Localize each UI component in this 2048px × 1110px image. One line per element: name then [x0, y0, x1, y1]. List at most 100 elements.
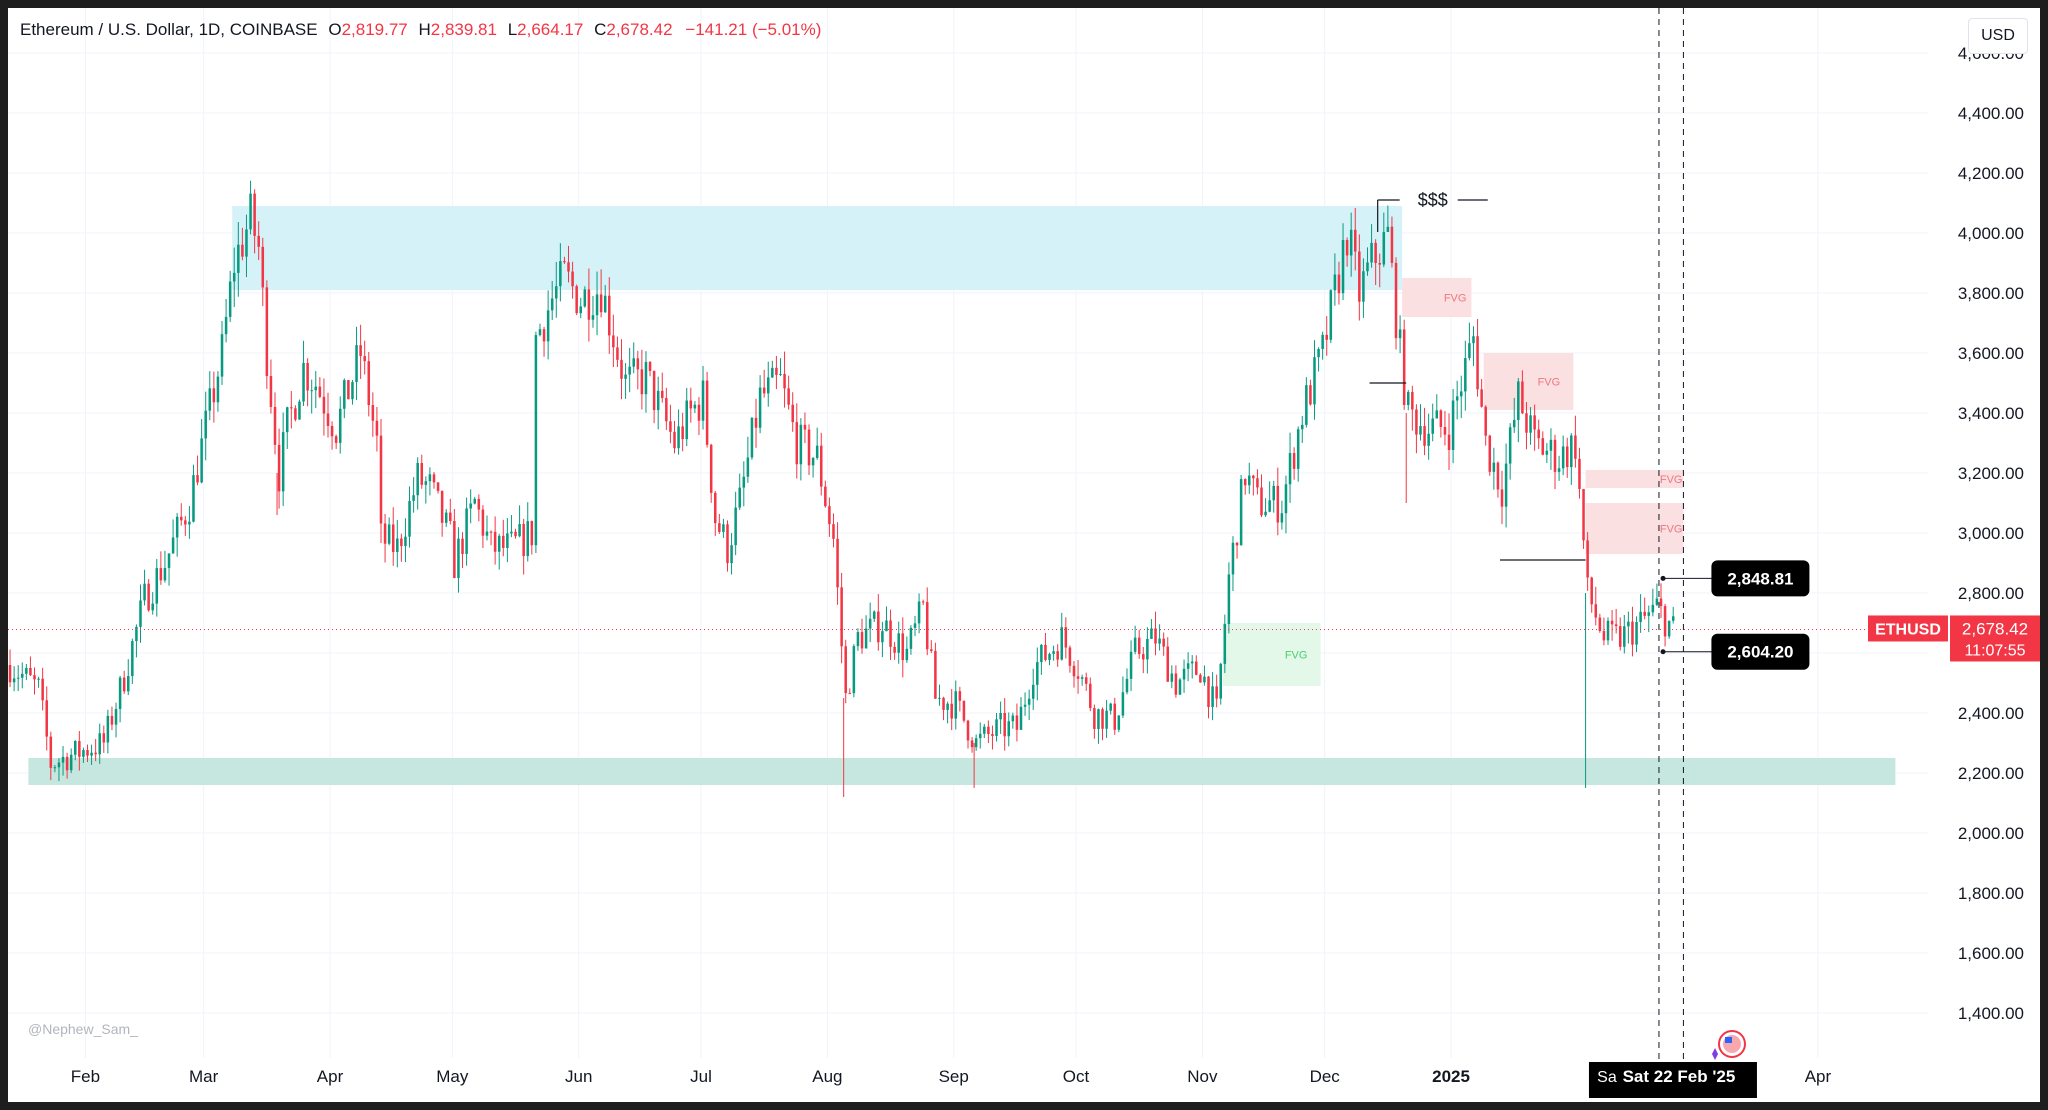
candle-body: [563, 261, 566, 263]
last-price-value: 2,678.42: [1962, 619, 2028, 638]
candle-body: [1504, 463, 1508, 507]
candle-body: [298, 401, 301, 420]
flag-emblem-icon[interactable]: [1708, 1028, 1748, 1069]
candle-body: [1659, 598, 1663, 607]
candle-body: [905, 648, 909, 661]
range-dot: [1660, 649, 1666, 655]
price-tick-label: 3,000.00: [1958, 524, 2024, 543]
candle-body: [33, 675, 36, 680]
candle-body: [396, 538, 399, 553]
candle-body: [803, 424, 807, 430]
candle-body: [779, 373, 782, 375]
candle-body: [179, 516, 183, 521]
candle-body: [1223, 623, 1227, 664]
candle-body: [314, 386, 318, 391]
candle-body: [754, 417, 758, 428]
candle-body: [347, 380, 350, 400]
candle-body: [734, 507, 737, 546]
change-value: −141.21 (−5.01%): [685, 20, 822, 39]
candle-body: [135, 626, 138, 642]
candle-body: [799, 424, 803, 465]
candle-body: [1064, 627, 1068, 648]
candle-body: [628, 366, 631, 375]
candle-body: [131, 641, 134, 677]
candle-body: [159, 568, 163, 581]
author-watermark: @Nephew_Sam_: [28, 1021, 138, 1037]
candle-body: [1492, 462, 1496, 472]
candle-body: [1288, 453, 1292, 485]
currency-button[interactable]: USD: [1968, 18, 2028, 54]
candle-body: [143, 583, 146, 601]
candle-body: [746, 457, 750, 477]
high-label: H: [418, 20, 431, 39]
candle-body: [481, 509, 485, 536]
candle-body: [1561, 446, 1565, 469]
candle-body: [616, 347, 619, 360]
candle-body: [1117, 715, 1121, 730]
candle-body: [1190, 661, 1194, 664]
candle-body: [1472, 336, 1475, 344]
candle-body: [652, 370, 656, 411]
candle-body: [326, 413, 330, 427]
candle-body: [889, 620, 892, 647]
range-label: 2,604.20: [1711, 633, 1810, 670]
candle-body: [1239, 479, 1243, 546]
candle-body: [514, 531, 517, 537]
candle-body: [1203, 676, 1206, 683]
candle-body: [766, 377, 770, 394]
candle-body: [1671, 616, 1675, 621]
candle-body: [359, 345, 362, 357]
candle-body: [1142, 654, 1145, 660]
candle-body: [950, 703, 953, 719]
candle-body: [1276, 485, 1280, 523]
symbol-tag: ETHUSD: [1875, 621, 1941, 638]
candle-body: [872, 611, 876, 619]
candle-body: [1512, 419, 1516, 428]
candle-body: [8, 665, 12, 683]
candle-body: [893, 646, 896, 653]
candle-body: [966, 720, 970, 741]
candle-body: [983, 726, 986, 734]
candle-body: [1125, 678, 1129, 693]
candle-body: [1231, 542, 1235, 575]
candle-body: [1207, 676, 1210, 707]
candle-body: [1635, 622, 1638, 645]
candle-body: [61, 756, 65, 763]
candle-body: [489, 531, 493, 533]
candle-body: [1097, 709, 1100, 729]
candle-body: [493, 531, 497, 552]
candle-body: [836, 538, 839, 588]
candle-body: [171, 537, 175, 554]
candle-body: [1186, 663, 1190, 669]
candle-body: [1427, 433, 1430, 446]
candle-body: [1341, 240, 1345, 294]
candle-body: [98, 733, 101, 755]
candle-body: [412, 495, 415, 501]
candle-body: [958, 691, 962, 701]
candle-body: [126, 676, 130, 692]
candle-body: [1211, 686, 1214, 707]
candlestick-chart[interactable]: FVG FVG FVG FVG FVG $$$ 2,848.81 2,604.20 1,400.…: [8, 8, 2040, 1102]
candle-body: [281, 432, 285, 492]
candle-body: [1545, 450, 1549, 455]
candle-body: [864, 628, 868, 649]
candle-body: [343, 380, 346, 409]
candle-body: [1639, 611, 1642, 623]
candle-body: [1060, 627, 1064, 660]
candle-body: [991, 734, 994, 736]
candle-body: [204, 410, 207, 439]
candle-body: [1476, 336, 1479, 390]
candle-body: [579, 306, 583, 314]
candle-body: [1150, 628, 1153, 639]
price-tick-label: 1,400.00: [1958, 1004, 2024, 1023]
candle-body: [424, 481, 428, 485]
candle-body: [1309, 385, 1312, 405]
candle-body: [118, 677, 122, 709]
candle-body: [432, 474, 436, 483]
candle-body: [644, 361, 648, 395]
candle-body: [151, 603, 154, 611]
candle-body: [1313, 357, 1316, 405]
candle-body: [155, 568, 159, 604]
candle-body: [1023, 704, 1027, 707]
symbol-name[interactable]: Ethereum / U.S. Dollar, 1D, COINBASE: [20, 20, 318, 39]
